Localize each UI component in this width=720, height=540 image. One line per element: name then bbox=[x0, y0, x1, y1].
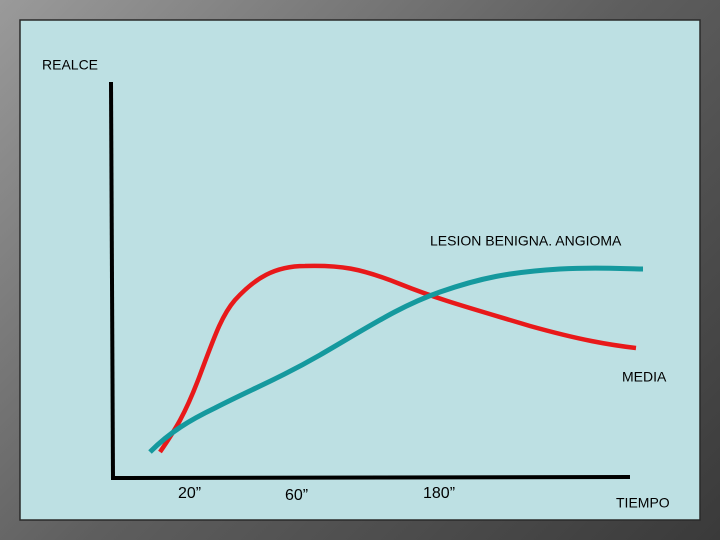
x-axis bbox=[111, 475, 631, 480]
teal-curve bbox=[148, 265, 644, 454]
x-axis-label: TIEMPO bbox=[616, 495, 670, 511]
curve-label: LESION BENIGNA. ANGIOMA bbox=[430, 233, 622, 249]
y-axis-label: REALCE bbox=[42, 57, 98, 73]
red-curve bbox=[158, 263, 637, 454]
x-mark-label: 60” bbox=[285, 487, 308, 504]
curve-label: MEDIA bbox=[622, 369, 667, 385]
x-mark-label: 20” bbox=[178, 485, 201, 502]
x-mark-label: 180” bbox=[423, 485, 455, 502]
y-axis bbox=[109, 81, 115, 481]
